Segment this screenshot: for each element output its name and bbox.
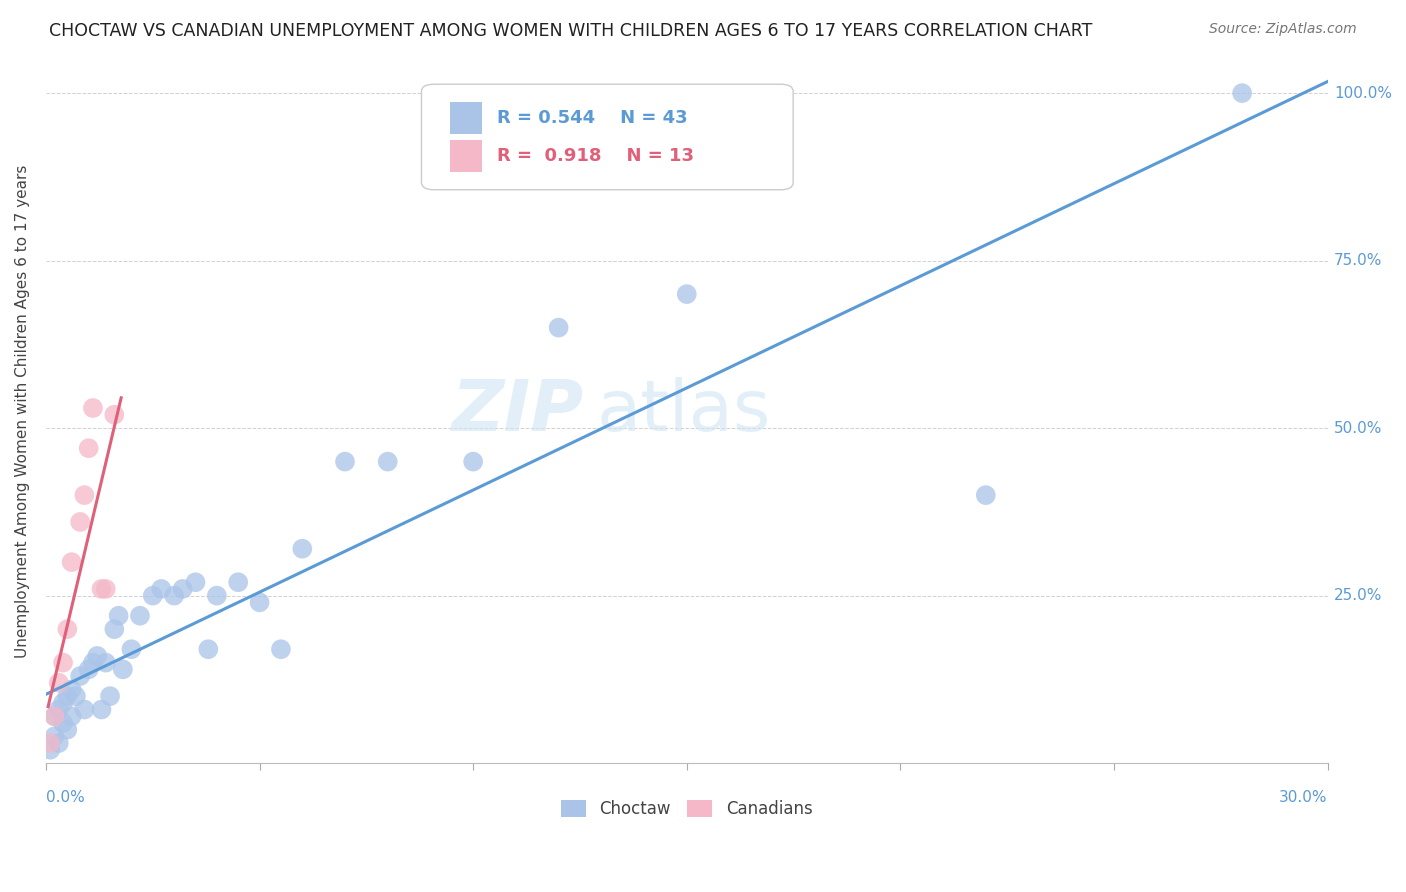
Point [103, 622, 125, 636]
Text: 100.0%: 100.0% [1334, 86, 1392, 101]
Point [60, 682, 83, 697]
Text: 30.0%: 30.0% [1279, 789, 1327, 805]
Point [77, 662, 100, 676]
Y-axis label: Unemployment Among Women with Children Ages 6 to 17 years: Unemployment Among Women with Children A… [15, 165, 30, 658]
Point [82, 656, 104, 670]
Point [65, 689, 87, 703]
Point [56, 723, 79, 737]
Text: Source: ZipAtlas.com: Source: ZipAtlas.com [1209, 22, 1357, 37]
Point [291, 541, 314, 556]
Point [197, 642, 219, 657]
Point [39, 743, 62, 757]
Point [82, 401, 104, 415]
Point [142, 589, 165, 603]
Point [60, 709, 83, 723]
Point [73, 702, 96, 716]
Point [974, 488, 997, 502]
Text: 0.0%: 0.0% [46, 789, 84, 805]
Point [73, 488, 96, 502]
Point [205, 589, 228, 603]
Text: 50.0%: 50.0% [1334, 421, 1382, 435]
Point [69, 669, 91, 683]
Text: R =  0.918    N = 13: R = 0.918 N = 13 [498, 147, 695, 165]
Point [226, 575, 249, 590]
Point [163, 589, 186, 603]
Point [56, 622, 79, 636]
Point [77, 441, 100, 455]
Point [48, 702, 70, 716]
Point [52, 715, 75, 730]
Point [94, 656, 117, 670]
Legend: Choctaw, Canadians: Choctaw, Canadians [554, 794, 820, 825]
Point [120, 642, 142, 657]
Point [86, 648, 108, 663]
Point [52, 656, 75, 670]
Text: CHOCTAW VS CANADIAN UNEMPLOYMENT AMONG WOMEN WITH CHILDREN AGES 6 TO 17 YEARS CO: CHOCTAW VS CANADIAN UNEMPLOYMENT AMONG W… [49, 22, 1092, 40]
Text: R = 0.544    N = 43: R = 0.544 N = 43 [498, 109, 688, 127]
Point [48, 736, 70, 750]
Point [90, 702, 112, 716]
FancyBboxPatch shape [450, 140, 482, 172]
Point [1230, 86, 1253, 100]
Point [333, 455, 356, 469]
Point [270, 642, 292, 657]
FancyBboxPatch shape [450, 103, 482, 134]
Point [129, 608, 152, 623]
Point [172, 582, 194, 596]
Point [69, 515, 91, 529]
Point [48, 675, 70, 690]
Point [675, 287, 697, 301]
Point [60, 555, 83, 569]
Point [90, 582, 112, 596]
Text: 25.0%: 25.0% [1334, 588, 1382, 603]
Point [44, 709, 66, 723]
FancyBboxPatch shape [422, 84, 793, 190]
Point [98, 689, 121, 703]
Point [150, 582, 173, 596]
Text: atlas: atlas [598, 376, 772, 446]
Point [94, 582, 117, 596]
Point [547, 320, 569, 334]
Text: 75.0%: 75.0% [1334, 253, 1382, 268]
Point [56, 689, 79, 703]
Point [111, 662, 134, 676]
Point [44, 729, 66, 743]
Point [103, 408, 125, 422]
Point [249, 595, 271, 609]
Point [52, 696, 75, 710]
Point [107, 608, 129, 623]
Point [463, 455, 485, 469]
Text: ZIP: ZIP [451, 376, 585, 446]
Point [44, 709, 66, 723]
Point [184, 575, 207, 590]
Point [377, 455, 399, 469]
Point [39, 736, 62, 750]
